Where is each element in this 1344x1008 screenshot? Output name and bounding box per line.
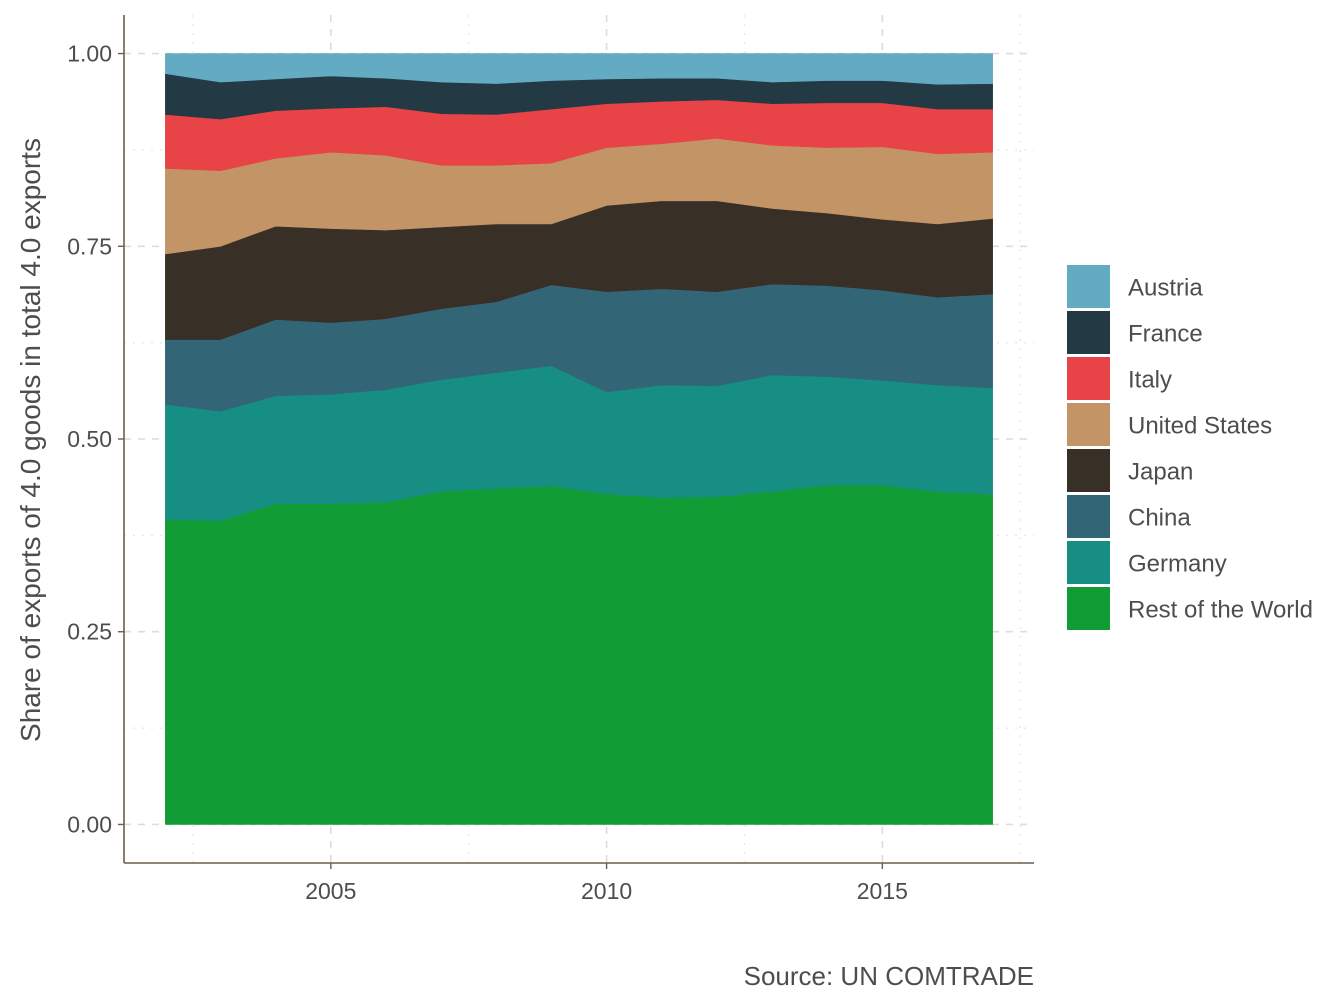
legend-swatch-united-states bbox=[1067, 403, 1110, 446]
legend-label-rest-of-the-world: Rest of the World bbox=[1128, 597, 1313, 624]
legend-label-italy: Italy bbox=[1128, 367, 1172, 394]
legend-swatch-austria bbox=[1067, 265, 1110, 308]
legend-swatch-china bbox=[1067, 495, 1110, 538]
y-axis-title: Share of exports of 4.0 goods in total 4… bbox=[15, 138, 46, 742]
x-tick-label: 2015 bbox=[857, 878, 908, 904]
legend-label-united-states: United States bbox=[1128, 413, 1272, 440]
y-tick-label: 0.00 bbox=[67, 811, 112, 837]
x-tick-label: 2005 bbox=[305, 878, 356, 904]
legend-swatch-germany bbox=[1067, 541, 1110, 584]
legend-label-china: China bbox=[1128, 505, 1191, 532]
area-austria bbox=[165, 53, 993, 85]
y-tick-label: 0.50 bbox=[67, 426, 112, 452]
legend-swatch-france bbox=[1067, 311, 1110, 354]
legend-label-austria: Austria bbox=[1128, 275, 1203, 302]
y-tick-label: 0.25 bbox=[67, 619, 112, 645]
y-tick-label: 1.00 bbox=[67, 41, 112, 67]
legend: Austria France Italy United States Japan Chin… bbox=[1067, 265, 1313, 630]
legend-swatch-rest-of-the-world bbox=[1067, 587, 1110, 630]
x-tick-label: 2010 bbox=[581, 878, 632, 904]
legend-swatch-italy bbox=[1067, 357, 1110, 400]
axes: 0.00 0.25 0.50 0.75 1.00 2005 2010 2015 bbox=[67, 15, 1034, 904]
legend-label-japan: Japan bbox=[1128, 459, 1193, 486]
y-tick-label: 0.75 bbox=[67, 233, 112, 259]
caption-source: Source: UN COMTRADE bbox=[744, 961, 1034, 991]
legend-label-germany: Germany bbox=[1128, 551, 1227, 578]
area-rest-of-the-world bbox=[165, 484, 993, 825]
legend-label-france: France bbox=[1128, 321, 1203, 348]
area-layer bbox=[165, 53, 993, 825]
legend-swatch-japan bbox=[1067, 449, 1110, 492]
